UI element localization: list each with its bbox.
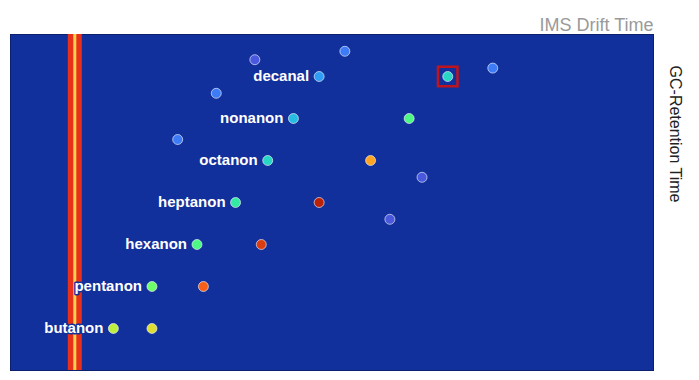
- svg-text:octanon: octanon: [199, 151, 257, 168]
- svg-text:hexanon: hexanon: [125, 235, 187, 252]
- svg-text:IMS Drift Time: IMS Drift Time: [539, 15, 653, 35]
- svg-text:GC-Retention Time: GC-Retention Time: [667, 66, 684, 203]
- svg-text:nonanon: nonanon: [220, 109, 283, 126]
- svg-text:decanal: decanal: [253, 67, 309, 84]
- svg-text:heptanon: heptanon: [158, 193, 226, 210]
- svg-text:butanon: butanon: [44, 319, 103, 336]
- svg-text:pentanon: pentanon: [74, 277, 142, 294]
